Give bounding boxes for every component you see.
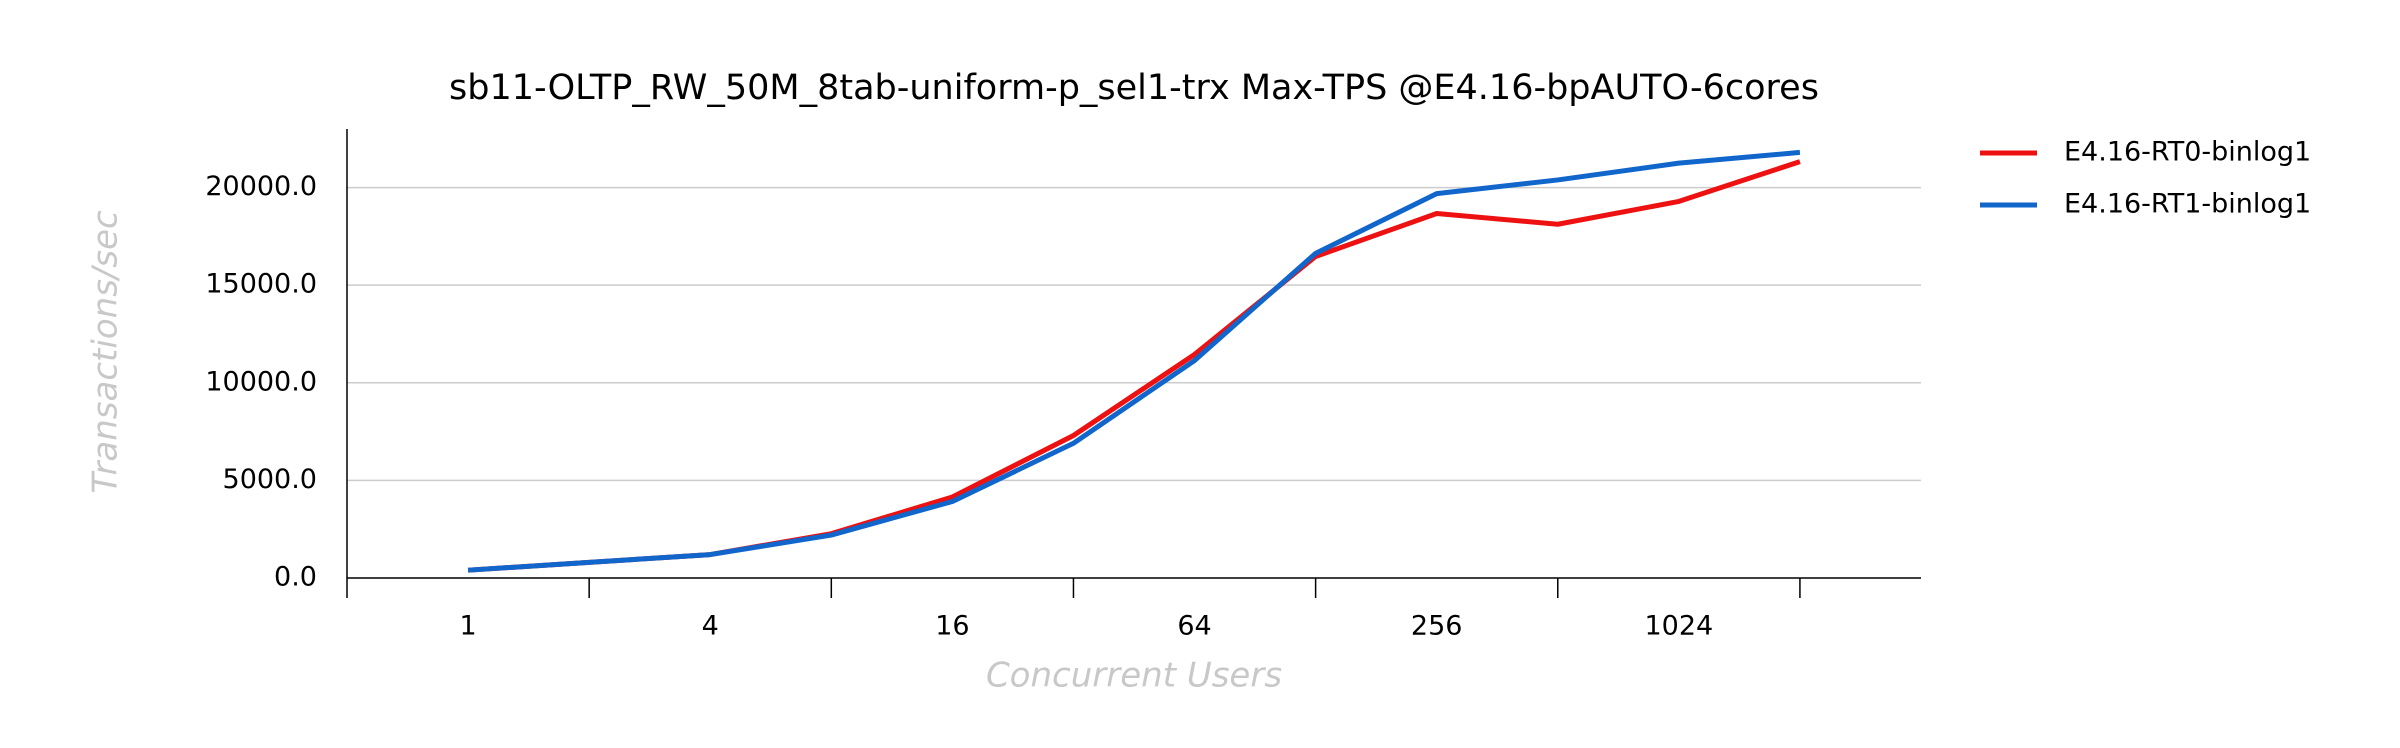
y-tick-label: 0.0 (274, 562, 317, 593)
y-tick-label: 10000.0 (205, 366, 317, 397)
series-line (467, 159, 1801, 573)
x-tick-label: 256 (1411, 611, 1463, 642)
x-tick-label: 1 (459, 611, 476, 642)
x-tick-label: 1024 (1644, 611, 1713, 642)
series-line (467, 149, 1801, 573)
y-axis-title: Transactions/sec (86, 210, 126, 494)
legend-label: E4.16-RT0-binlog1 (2064, 137, 2311, 168)
legend-label: E4.16-RT1-binlog1 (2064, 189, 2311, 220)
y-tick-label: 15000.0 (205, 269, 317, 300)
y-tick-label: 5000.0 (223, 464, 317, 495)
x-tick-label: 64 (1177, 611, 1211, 642)
y-tick-label: 20000.0 (205, 171, 317, 202)
x-tick-label: 4 (702, 611, 719, 642)
x-tick-label: 16 (935, 611, 969, 642)
chart-title: sb11-OLTP_RW_50M_8tab-uniform-p_sel1-trx… (449, 68, 1819, 108)
x-axis-title: Concurrent Users (986, 656, 1282, 696)
